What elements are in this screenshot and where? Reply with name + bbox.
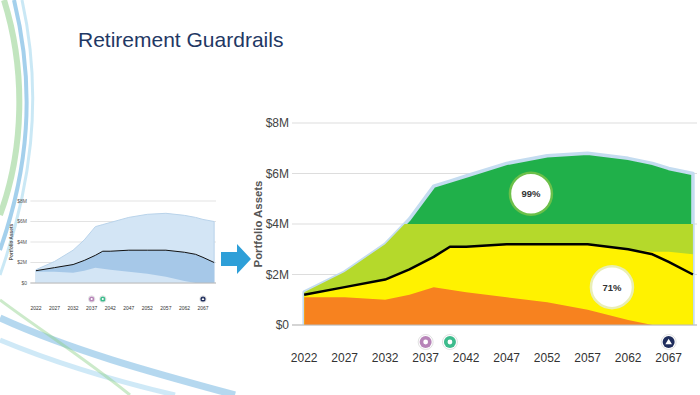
x-axis-line [30, 283, 216, 284]
y-tick-label: $4M [266, 217, 289, 231]
event-icon [91, 298, 93, 300]
y-tick-label: $8M [266, 116, 289, 130]
event-marker [89, 296, 94, 301]
arrow [221, 244, 251, 274]
y-axis-label: Portfolio Assets [252, 181, 264, 268]
x-tick-label: 2057 [574, 351, 601, 365]
event-icon [665, 339, 672, 345]
x-tick-label: 2062 [615, 351, 642, 365]
grid-line [30, 283, 216, 284]
x-tick-label: 2027 [49, 305, 60, 311]
band-area [36, 250, 214, 283]
y-tick-label: $2M [17, 259, 27, 265]
inner-bands [36, 250, 214, 283]
envelope-area [304, 153, 693, 325]
x-tick-label: 2047 [123, 305, 134, 311]
x-tick-label: 2022 [30, 305, 41, 311]
event-ring [200, 296, 207, 303]
x-tick-label: 2067 [655, 351, 682, 365]
y-tick-label: $0 [21, 280, 27, 286]
grid-line [292, 325, 697, 326]
event-ring [100, 296, 107, 303]
slide: Retirement Guardrails $0 $2M $4M $6M $8M Portf… [0, 0, 700, 395]
swoosh [0, 340, 175, 395]
band-area [36, 268, 214, 283]
x-tick-label: 2052 [142, 305, 153, 311]
event-marker [663, 336, 675, 348]
probability-label: 71% [602, 282, 622, 293]
grid-line [30, 201, 216, 202]
chart: $0 $2M $4M $6M $8M Portfolio Assets 2022 2027 20… [252, 116, 697, 365]
y-tick-label: $6M [17, 218, 27, 224]
x-tick-label: 2067 [197, 305, 208, 311]
event-marker [200, 296, 205, 301]
event-icon [423, 340, 428, 345]
x-tick-label: 2032 [68, 305, 79, 311]
inner-bands [304, 224, 693, 325]
y-axis-label: Portfolio Assets [9, 224, 14, 261]
event-marker [420, 336, 432, 348]
x-tick-label: 2042 [453, 351, 480, 365]
swoosh [0, 300, 130, 395]
y-tick-label: $2M [266, 268, 289, 282]
x-tick-label: 2052 [534, 351, 561, 365]
x-tick-label: 2057 [160, 305, 171, 311]
y-tick-label: $6M [266, 167, 289, 181]
probability-label: 99% [521, 188, 541, 199]
event-ring [418, 335, 433, 350]
event-ring [88, 296, 95, 303]
x-axis-line [292, 325, 697, 326]
band-area [304, 244, 693, 325]
x-tick-label: 2037 [412, 351, 439, 365]
y-tick-label: $8M [17, 198, 27, 204]
band-area [304, 224, 693, 325]
envelope [304, 153, 693, 325]
median-line [36, 250, 214, 271]
event-ring [661, 335, 676, 350]
decoration [0, 0, 235, 395]
swoosh [0, 0, 19, 215]
plot-area [304, 153, 693, 325]
median-line [304, 244, 693, 295]
chart: $0 $2M $4M $6M $8M Portfolio Assets 2022 2027 20… [9, 198, 216, 311]
lines [36, 250, 214, 271]
event-icon [448, 340, 453, 345]
x-tick-label: 2042 [105, 305, 116, 311]
x-tick-label: 2027 [331, 351, 358, 365]
event-marker [444, 336, 456, 348]
x-tick-label: 2062 [179, 305, 190, 311]
y-tick-label: $0 [276, 318, 290, 332]
probability-circle [591, 266, 633, 308]
title: Retirement Guardrails [78, 28, 283, 51]
event-ring [442, 335, 457, 350]
event-marker [100, 296, 105, 301]
lines [304, 244, 693, 295]
band-area [304, 287, 693, 325]
event-icon [102, 298, 104, 300]
x-tick-label: 2022 [291, 351, 318, 365]
y-tick-label: $4M [17, 239, 27, 245]
swoosh [0, 0, 27, 250]
x-tick-label: 2037 [86, 305, 97, 311]
x-tick-label: 2047 [493, 351, 520, 365]
x-tick-label: 2032 [372, 351, 399, 365]
swoosh [0, 0, 33, 275]
probability-circle [510, 173, 552, 215]
event-icon [202, 298, 205, 300]
grid-line [292, 123, 697, 124]
envelope [36, 213, 214, 283]
plot-area [36, 213, 214, 283]
envelope-area [36, 213, 214, 283]
